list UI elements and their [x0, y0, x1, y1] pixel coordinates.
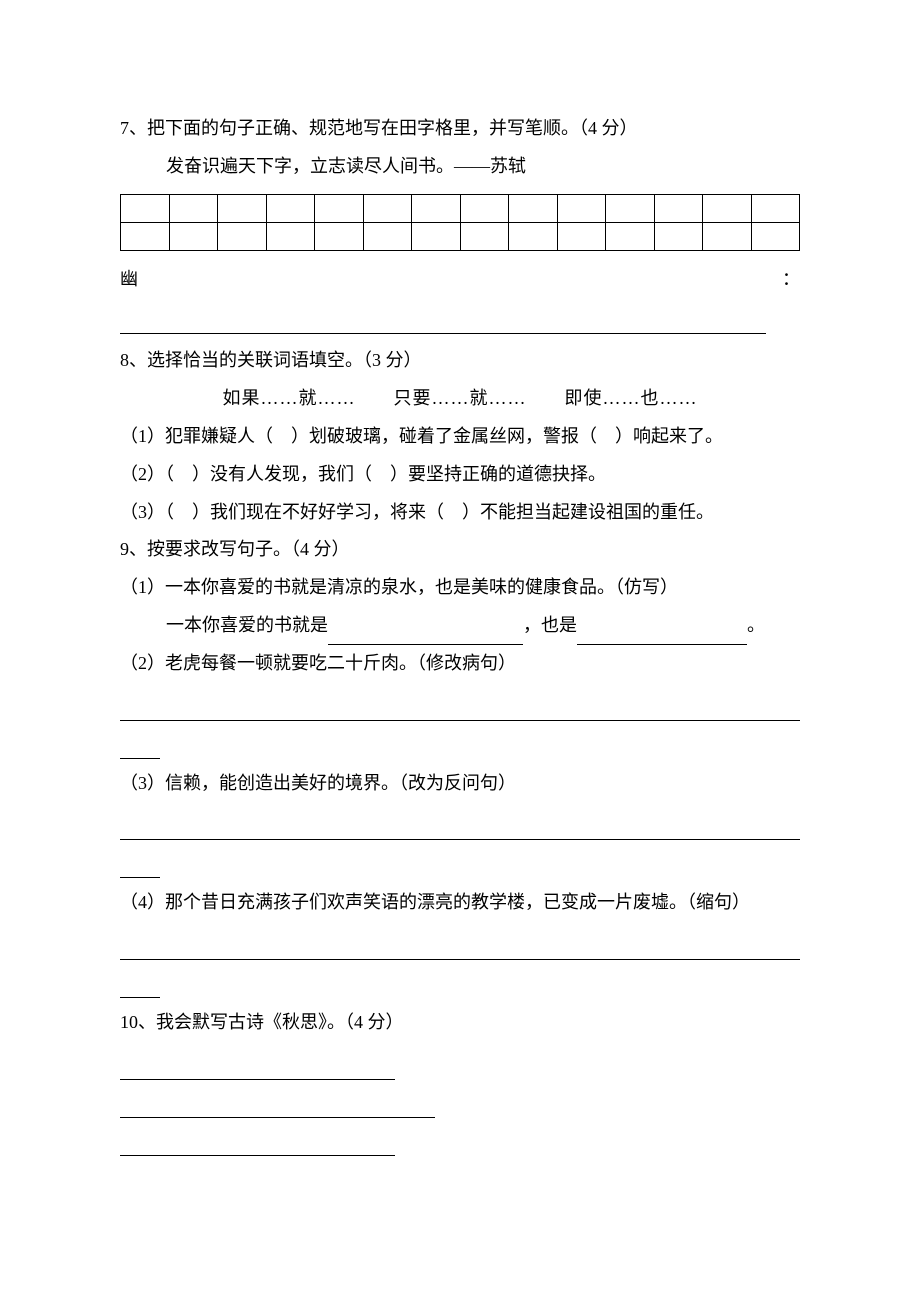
tianzige-grid[interactable]: [120, 194, 800, 251]
fill-mid: ，也是: [523, 615, 577, 635]
grid-cell[interactable]: [460, 222, 509, 250]
answer-line-stub[interactable]: [120, 739, 160, 759]
question-8-options: 如果……就…… 只要……就…… 即使……也……: [120, 380, 800, 418]
question-10: 10、我会默写古诗《秋思》。（4 分）: [120, 1004, 800, 1156]
question-8-title: 8、选择恰当的关联词语填空。（3 分）: [120, 342, 800, 380]
grid-cell[interactable]: [751, 222, 800, 250]
grid-cell[interactable]: [169, 194, 218, 222]
grid-cell[interactable]: [654, 222, 703, 250]
question-9-item-1-fill: 一本你喜爱的书就是 ，也是 。: [120, 607, 800, 645]
answer-line[interactable]: [120, 701, 800, 721]
grid-cell[interactable]: [218, 222, 267, 250]
question-9: 9、按要求改写句子。（4 分） （1）一本你喜爱的书就是清凉的泉水，也是美味的健…: [120, 531, 800, 998]
grid-cell[interactable]: [703, 222, 752, 250]
poem-blank-1[interactable]: [120, 1060, 395, 1080]
grid-cell[interactable]: [363, 222, 412, 250]
question-7-sentence: 发奋识遍天下字，立志读尽人间书。——苏轼: [120, 148, 800, 186]
grid-cell[interactable]: [121, 194, 170, 222]
grid-cell[interactable]: [509, 194, 558, 222]
grid-cell[interactable]: [412, 222, 461, 250]
grid-cell[interactable]: [266, 194, 315, 222]
grid-row: [121, 222, 800, 250]
question-9-item-2-prompt: （2）老虎每餐一顿就要吃二十斤肉。（修改病句）: [120, 645, 800, 683]
grid-cell[interactable]: [751, 194, 800, 222]
grid-cell[interactable]: [703, 194, 752, 222]
grid-cell[interactable]: [557, 222, 606, 250]
grid-cell[interactable]: [169, 222, 218, 250]
question-8-item-3: （3）（ ）我们现在不好好学习，将来（ ）不能担当起建设祖国的重任。: [120, 494, 800, 532]
grid-row: [121, 194, 800, 222]
you-colon: ：: [782, 261, 800, 299]
answer-line-stub[interactable]: [120, 858, 160, 878]
answer-line[interactable]: [120, 940, 800, 960]
you-char: 幽: [120, 261, 138, 299]
grid-cell[interactable]: [121, 222, 170, 250]
question-7-title: 7、把下面的句子正确、规范地写在田字格里，并写笔顺。（4 分）: [120, 110, 800, 148]
grid-cell[interactable]: [218, 194, 267, 222]
fill-blank-2[interactable]: [577, 627, 747, 645]
question-9-title: 9、按要求改写句子。（4 分）: [120, 531, 800, 569]
question-9-item-1-prompt: （1）一本你喜爱的书就是清凉的泉水，也是美味的健康食品。（仿写）: [120, 569, 800, 607]
grid-cell[interactable]: [315, 194, 364, 222]
poem-blank-3[interactable]: [120, 1136, 395, 1156]
question-9-item-4-prompt: （4）那个昔日充满孩子们欢声笑语的漂亮的教学楼，已变成一片废墟。（缩句）: [120, 884, 800, 922]
question-9-item-3-prompt: （3）信赖，能创造出美好的境界。（改为反问句）: [120, 765, 800, 803]
answer-line-stub[interactable]: [120, 978, 160, 998]
grid-cell[interactable]: [606, 194, 655, 222]
question-8-item-2: （2）（ ）没有人发现，我们（ ）要坚持正确的道德抉择。: [120, 456, 800, 494]
grid-cell[interactable]: [606, 222, 655, 250]
grid-cell[interactable]: [654, 194, 703, 222]
fill-blank-1[interactable]: [328, 627, 523, 645]
grid-cell[interactable]: [460, 194, 509, 222]
grid-cell[interactable]: [509, 222, 558, 250]
grid-cell[interactable]: [557, 194, 606, 222]
fill-prefix: 一本你喜爱的书就是: [166, 615, 328, 635]
answer-line[interactable]: [120, 820, 800, 840]
you-stroke-order-line: 幽 ：: [120, 261, 800, 299]
question-8: 8、选择恰当的关联词语填空。（3 分） 如果……就…… 只要……就…… 即使………: [120, 342, 800, 531]
question-7: 7、把下面的句子正确、规范地写在田字格里，并写笔顺。（4 分） 发奋识遍天下字，…: [120, 110, 800, 334]
grid-cell[interactable]: [266, 222, 315, 250]
question-10-title: 10、我会默写古诗《秋思》。（4 分）: [120, 1004, 800, 1042]
grid-cell[interactable]: [315, 222, 364, 250]
fill-suffix: 。: [747, 615, 765, 635]
blank-underline[interactable]: [120, 312, 766, 334]
poem-blank-2[interactable]: [120, 1098, 435, 1118]
grid-cell[interactable]: [363, 194, 412, 222]
question-8-item-1: （1）犯罪嫌疑人（ ）划破玻璃，碰着了金属丝网，警报（ ）响起来了。: [120, 418, 800, 456]
grid-cell[interactable]: [412, 194, 461, 222]
